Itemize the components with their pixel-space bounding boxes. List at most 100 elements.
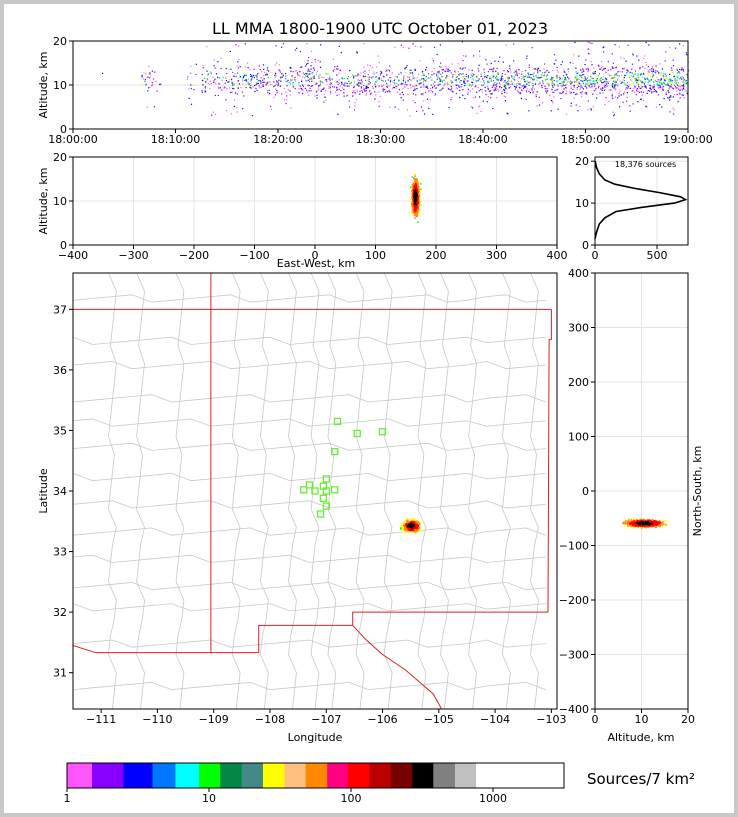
source-point	[324, 96, 326, 98]
source-point	[532, 85, 534, 87]
source-point	[374, 77, 376, 79]
source-point	[242, 108, 244, 110]
source-point	[452, 74, 454, 76]
source-point	[594, 80, 596, 82]
source-point	[490, 68, 493, 70]
y-axis-label: North-South, km	[691, 446, 704, 537]
source-point	[634, 522, 636, 525]
source-point	[620, 57, 622, 59]
source-point	[580, 69, 582, 71]
source-point	[645, 78, 647, 80]
source-point	[320, 44, 322, 46]
source-point	[658, 79, 660, 81]
source-point	[553, 54, 555, 56]
source-point	[404, 527, 407, 530]
source-point	[237, 72, 239, 74]
source-point	[410, 72, 412, 74]
source-point	[580, 79, 582, 81]
source-point	[622, 101, 624, 103]
source-point	[485, 93, 487, 96]
source-point	[487, 88, 489, 90]
source-point	[455, 79, 457, 81]
source-point	[630, 520, 632, 523]
source-point	[469, 76, 471, 78]
source-point	[273, 81, 275, 83]
source-point	[655, 72, 657, 74]
source-point	[274, 64, 276, 66]
y-tick-label: 31	[53, 667, 67, 680]
source-point	[346, 95, 348, 97]
source-point	[346, 85, 348, 87]
source-point	[587, 82, 589, 84]
source-point	[507, 75, 509, 77]
source-point	[614, 75, 616, 77]
source-point	[156, 90, 158, 92]
source-point	[421, 74, 423, 76]
source-point	[248, 83, 250, 86]
source-point	[203, 77, 206, 79]
source-point	[452, 76, 454, 78]
source-point	[314, 77, 316, 80]
source-point	[202, 84, 204, 86]
source-point	[683, 97, 685, 99]
source-point	[489, 68, 491, 71]
source-point	[581, 76, 583, 78]
source-point	[412, 89, 415, 92]
source-point	[633, 520, 635, 523]
source-point	[487, 80, 489, 83]
source-point	[277, 81, 279, 83]
source-point	[624, 525, 626, 527]
source-point	[640, 73, 642, 75]
source-point	[672, 87, 674, 89]
source-point	[311, 85, 313, 87]
source-point	[256, 76, 258, 78]
source-point	[239, 66, 241, 68]
source-point	[612, 86, 614, 88]
source-point	[238, 45, 240, 47]
source-point	[632, 103, 634, 105]
source-point	[465, 55, 467, 57]
source-point	[409, 69, 411, 71]
source-point	[617, 83, 619, 85]
source-point	[669, 99, 671, 101]
source-point	[445, 69, 447, 71]
source-point	[491, 86, 493, 88]
source-point	[577, 78, 579, 80]
source-point	[659, 81, 662, 84]
colorbar-tick-label: 1	[64, 792, 71, 805]
source-point	[515, 87, 517, 89]
source-point	[642, 519, 644, 522]
source-point	[544, 85, 546, 87]
source-point	[238, 58, 240, 61]
source-point	[661, 83, 663, 85]
source-point	[682, 77, 684, 79]
source-point	[310, 50, 313, 53]
source-point	[411, 526, 414, 529]
source-point	[683, 80, 685, 82]
source-point	[496, 97, 498, 99]
source-point	[631, 68, 633, 70]
source-point	[416, 528, 419, 531]
source-point	[256, 81, 258, 83]
source-point	[315, 61, 317, 63]
source-point	[501, 79, 503, 82]
source-point	[682, 94, 684, 96]
source-point	[494, 81, 496, 83]
source-point	[677, 82, 679, 84]
source-point	[556, 80, 558, 82]
source-point	[626, 69, 628, 71]
source-point	[496, 82, 498, 85]
source-point	[402, 83, 404, 85]
source-point	[549, 79, 552, 81]
colorbar-swatch	[412, 763, 434, 788]
source-point	[280, 80, 282, 82]
source-point	[416, 196, 418, 199]
source-point	[426, 85, 428, 87]
source-point	[527, 82, 530, 84]
source-point	[400, 73, 402, 75]
source-point	[501, 75, 504, 77]
source-point	[290, 107, 292, 109]
source-point	[503, 95, 505, 97]
source-point	[614, 89, 616, 91]
source-point	[567, 81, 569, 83]
